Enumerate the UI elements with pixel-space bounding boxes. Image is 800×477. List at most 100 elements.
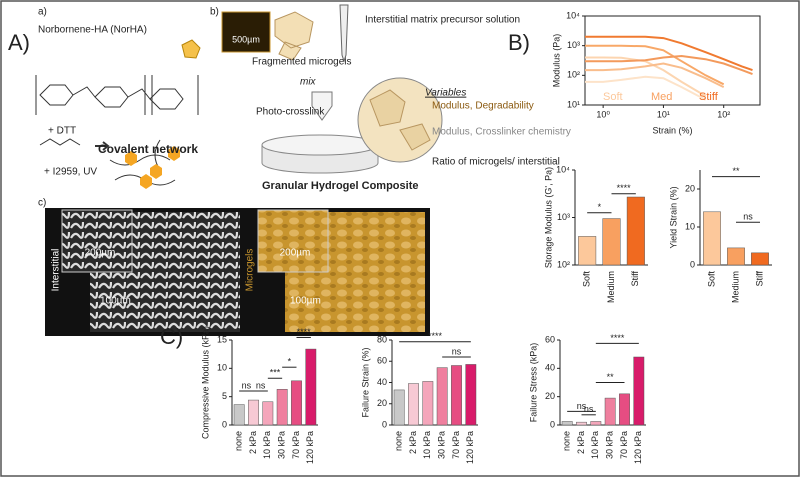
annotation: ** bbox=[607, 372, 615, 382]
y-tick-label: 10² bbox=[557, 259, 570, 269]
annotation: ns bbox=[577, 401, 587, 411]
annotation: **** bbox=[610, 333, 625, 343]
bar bbox=[727, 247, 745, 266]
x-axis-label: Strain (%) bbox=[652, 125, 692, 135]
y-tick-label: 40 bbox=[545, 363, 555, 373]
bar bbox=[751, 252, 769, 266]
line bbox=[585, 62, 725, 88]
bar bbox=[305, 348, 317, 426]
x-tick-label: none bbox=[234, 431, 244, 451]
bar bbox=[604, 397, 616, 426]
bar bbox=[262, 401, 274, 426]
x-tick-label: 30 kPa bbox=[437, 431, 447, 459]
y-tick-label: 80 bbox=[377, 334, 387, 344]
line bbox=[585, 75, 707, 101]
bar bbox=[451, 365, 462, 426]
x-tick-label: 70 kPa bbox=[451, 431, 461, 459]
line bbox=[585, 54, 753, 76]
y-tick-label: 10 bbox=[685, 221, 695, 231]
x-tick-label: 10 kPa bbox=[590, 431, 600, 459]
bar bbox=[578, 236, 597, 266]
label: Fragmented microgels bbox=[252, 57, 351, 68]
y-axis-label: Failure Stress (kPa) bbox=[528, 343, 538, 423]
label: + I2959, UV bbox=[44, 167, 97, 178]
structure bbox=[35, 39, 201, 189]
x-tick-label: 120 kPa bbox=[465, 431, 475, 464]
bar bbox=[408, 383, 419, 426]
bar bbox=[465, 364, 477, 426]
y-axis-label: Storage Modulus (G', Pa) bbox=[543, 167, 553, 268]
x-tick-label: 70 kPa bbox=[291, 431, 301, 459]
scale-label: 100µm bbox=[100, 296, 131, 307]
panel-label: A) bbox=[8, 30, 30, 55]
y-tick-label: 20 bbox=[545, 391, 555, 401]
x-tick-label: 70 kPa bbox=[619, 431, 629, 459]
bar bbox=[561, 421, 573, 426]
x-tick-label: 10 kPa bbox=[422, 431, 432, 459]
y-tick-label: 10⁴ bbox=[556, 164, 570, 174]
label: Microgels bbox=[245, 249, 256, 292]
x-tick-label: Stiff bbox=[754, 271, 764, 287]
y-tick-label: 0 bbox=[222, 419, 227, 429]
annotation: ns bbox=[242, 380, 252, 390]
label: Ratio of microgels/ interstitial bbox=[432, 157, 560, 168]
x-tick-label: Soft bbox=[582, 271, 592, 288]
label: Covalent network bbox=[98, 142, 198, 156]
y-axis-label: Failure Strain (%) bbox=[360, 347, 370, 417]
x-tick-label: 120 kPa bbox=[305, 431, 315, 464]
bar bbox=[619, 393, 630, 426]
annotation: ns bbox=[584, 404, 594, 414]
annotation: *** bbox=[270, 368, 281, 378]
bar bbox=[233, 404, 245, 426]
y-tick-label: 40 bbox=[377, 377, 387, 387]
scale-label: 500µm bbox=[232, 34, 260, 44]
dish bbox=[261, 134, 379, 174]
y-axis-label: Modulus (Pa) bbox=[551, 34, 561, 88]
y-tick-label: 15 bbox=[217, 334, 227, 344]
microgel bbox=[369, 89, 431, 151]
label: Granular Hydrogel Composite bbox=[262, 180, 418, 192]
bar bbox=[602, 218, 621, 266]
annotation: Med bbox=[651, 91, 672, 103]
annotation: * bbox=[288, 357, 292, 367]
inset bbox=[61, 209, 133, 273]
label: Interstitial bbox=[51, 249, 62, 292]
panel-label: C) bbox=[160, 324, 183, 349]
bar bbox=[576, 421, 587, 426]
line bbox=[585, 35, 753, 72]
panel-label: B) bbox=[508, 30, 530, 55]
y-tick-label: 10¹ bbox=[567, 99, 580, 109]
x-tick-label: Medium bbox=[606, 271, 616, 303]
y-tick-label: 10³ bbox=[567, 40, 580, 50]
annotation: Stiff bbox=[699, 91, 719, 103]
x-tick-label: 10² bbox=[717, 109, 730, 119]
annotation: **** bbox=[428, 331, 443, 341]
annotation: * bbox=[598, 202, 602, 212]
label: Interstitial matrix precursor solution bbox=[365, 15, 520, 26]
bar bbox=[633, 356, 645, 426]
panel-label: b) bbox=[210, 7, 219, 18]
x-tick-label: none bbox=[394, 431, 404, 451]
bar bbox=[291, 380, 302, 426]
x-tick-label: 2 kPa bbox=[248, 431, 258, 454]
y-tick-label: 5 bbox=[222, 391, 227, 401]
y-tick-label: 0 bbox=[382, 419, 387, 429]
bar bbox=[626, 196, 645, 266]
bar bbox=[703, 211, 721, 266]
x-tick-label: 30 kPa bbox=[277, 431, 287, 459]
line bbox=[585, 44, 725, 86]
y-tick-label: 60 bbox=[545, 334, 555, 344]
x-tick-label: 120 kPa bbox=[633, 431, 643, 464]
y-tick-label: 0 bbox=[550, 419, 555, 429]
bar bbox=[436, 367, 448, 426]
y-tick-label: 60 bbox=[377, 356, 387, 366]
annotation: **** bbox=[297, 327, 312, 337]
bar bbox=[422, 381, 434, 426]
label: Variables bbox=[425, 88, 466, 99]
y-tick-label: 10 bbox=[217, 363, 227, 373]
bar bbox=[276, 389, 288, 426]
label: mix bbox=[300, 77, 317, 88]
x-tick-label: Stiff bbox=[630, 271, 640, 287]
